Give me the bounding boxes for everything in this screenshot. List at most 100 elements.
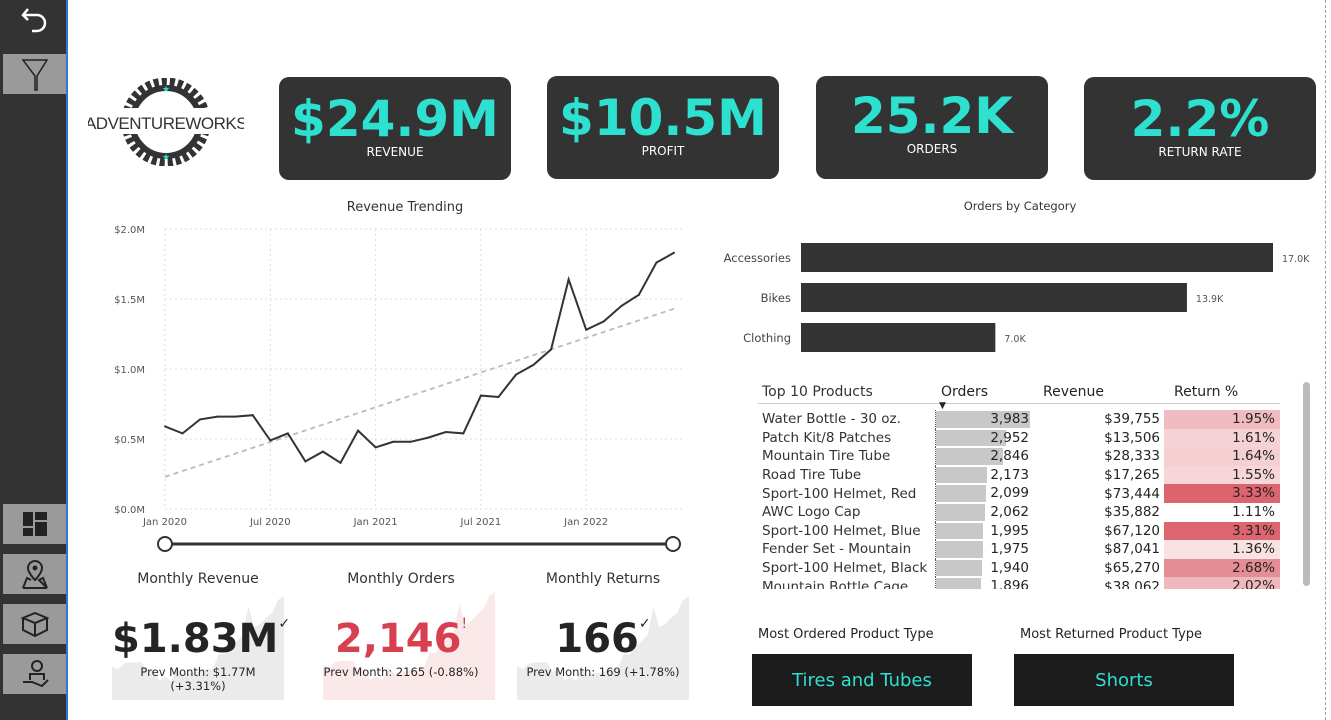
data-point [550, 348, 553, 351]
data-point [164, 425, 166, 428]
orders-value: 2,062 [990, 503, 1029, 520]
data-point [234, 415, 237, 418]
table-row[interactable]: Road Tire Tube 2,173 $17,265 1.55% [758, 465, 1280, 485]
orders-cell: 1,975 [935, 540, 1031, 559]
return-pct-cell: 2.02% [1164, 577, 1280, 589]
y-tick-label: $2.0M [114, 225, 145, 236]
table-row[interactable]: Mountain Bottle Cage 1,896 $38,062 2.02% [758, 577, 1280, 589]
table-scrollbar[interactable] [1303, 382, 1310, 586]
bar-data-label: 13.9K [1196, 294, 1224, 305]
dashboard-nav-button[interactable] [3, 504, 66, 544]
product-name: Sport-100 Helmet, Red [762, 485, 917, 502]
product-nav-button[interactable] [3, 604, 66, 644]
data-point [181, 432, 184, 435]
y-tick-label: $0.5M [114, 435, 145, 446]
data-point [620, 305, 623, 307]
header-orders[interactable]: Orders ▼ [935, 380, 1031, 411]
kpi-value: $24.9M [291, 90, 499, 148]
orders-value: 1,896 [990, 578, 1029, 589]
date-slider-start-handle[interactable] [157, 536, 173, 552]
header-revenue[interactable]: Revenue [1043, 383, 1104, 400]
data-point [444, 431, 447, 433]
filter-button[interactable] [3, 54, 66, 94]
card-value: 2,146 [334, 616, 462, 662]
back-button[interactable] [3, 0, 66, 40]
svg-text:★: ★ [162, 85, 170, 95]
card-value: 166 [555, 616, 639, 662]
table-row[interactable]: AWC Logo Cap 2,062 $35,882 1.11% [758, 502, 1280, 522]
data-point [374, 446, 377, 449]
card-value-row: $1.83M✓ [112, 616, 290, 662]
orders-cell: 2,952 [935, 428, 1031, 448]
sort-descending-icon: ▼ [939, 401, 946, 411]
date-slider-end-handle[interactable] [665, 536, 681, 552]
return-pct-cell: 1.55% [1164, 465, 1280, 485]
revenue-trending-chart[interactable]: $0.0M $0.5M $1.0M $1.5M $2.0M Jan 2020 Jul 202… [100, 220, 700, 560]
orders-by-category-chart[interactable]: Accessories 17.0K Bikes 13.9K Clothing 7.0K [720, 236, 1320, 360]
kpi-profit: $10.5M PROFIT [547, 76, 779, 179]
warning-icon: ! [461, 616, 468, 632]
table-row[interactable]: Mountain Tire Tube 2,846 $28,333 1.64% [758, 447, 1280, 466]
map-nav-button[interactable] [3, 554, 66, 594]
y-tick-label: $1.5M [114, 295, 145, 306]
data-point [427, 436, 430, 439]
table-row[interactable]: Patch Kit/8 Patches 2,952 $13,506 1.61% [758, 428, 1280, 448]
orders-cell: 1,995 [935, 521, 1031, 541]
table-row[interactable]: Sport-100 Helmet, Blue 1,995 $67,120 3.3… [758, 521, 1280, 541]
return-pct-cell: 3.33% [1164, 484, 1280, 503]
orders-data-bar [936, 466, 988, 484]
table-row[interactable]: Water Bottle - 30 oz. 3,983 $39,755 1.95… [758, 410, 1280, 429]
card-value-row: 2,146! [315, 616, 487, 662]
header-product[interactable]: Top 10 Products [762, 383, 873, 400]
category-bar [801, 243, 1273, 272]
data-point [585, 328, 588, 331]
revenue-cell: $67,120 [1104, 522, 1160, 539]
data-point [392, 440, 395, 443]
data-point [567, 278, 570, 281]
orders-data-bar [936, 559, 982, 577]
y-tick-label: $1.0M [114, 365, 145, 376]
revenue-cell: $17,265 [1104, 467, 1160, 484]
category-label: Clothing [743, 331, 791, 345]
kpi-value: 25.2K [850, 87, 1014, 145]
orders-cell: 2,846 [935, 447, 1031, 466]
table-row[interactable]: Fender Set - Mountain 1,975 $87,041 1.36… [758, 540, 1280, 559]
revenue-line [164, 251, 675, 465]
revenue-cell: $28,333 [1104, 448, 1160, 465]
orders-value: 2,952 [990, 429, 1029, 446]
header-return-pct[interactable]: Return % [1174, 384, 1239, 400]
return-pct-cell: 1.61% [1164, 428, 1280, 448]
kpi-label: PROFIT [641, 144, 685, 158]
orders-value: 1,995 [990, 522, 1029, 539]
sparkline-area [517, 596, 689, 700]
table-row[interactable]: Sport-100 Helmet, Red 2,099 $73,444 3.33… [758, 484, 1280, 503]
product-name: Water Bottle - 30 oz. [762, 411, 901, 428]
data-point [199, 418, 202, 421]
data-point [357, 429, 360, 432]
back-arrow-icon [20, 8, 46, 33]
data-point [251, 414, 254, 417]
x-tick-label: Jan 2021 [353, 517, 398, 528]
orders-value: 3,983 [990, 411, 1029, 427]
bar-data-label: 7.0K [1004, 334, 1026, 345]
card-title: Monthly Orders [347, 571, 455, 587]
return-pct-cell: 1.95% [1164, 410, 1280, 429]
revenue-cell: $65,270 [1104, 560, 1160, 577]
prev-month-text: Prev Month: $1.77M (+3.31%) [140, 665, 256, 693]
category-bar [801, 323, 996, 352]
customer-nav-button[interactable] [3, 654, 66, 694]
monthly-card-0: Monthly Revenue $1.83M✓ Prev Month: $1.7… [112, 560, 290, 700]
data-point [672, 251, 675, 254]
orders-data-bar [936, 411, 1030, 428]
data-point [532, 363, 535, 366]
category-label: Bikes [761, 291, 791, 305]
return-pct-cell: 2.68% [1164, 558, 1280, 578]
svg-text:ADVENTUREWORKS: ADVENTUREWORKS [88, 114, 244, 133]
y-tick-label: $0.0M [114, 505, 145, 516]
data-point [216, 415, 219, 418]
header-orders-label: Orders [941, 384, 989, 400]
orders-data-bar [936, 503, 985, 521]
table-row[interactable]: Sport-100 Helmet, Black 1,940 $65,270 2.… [758, 558, 1280, 578]
orders-value: 2,846 [990, 448, 1029, 465]
kpi-label: REVENUE [366, 145, 424, 159]
